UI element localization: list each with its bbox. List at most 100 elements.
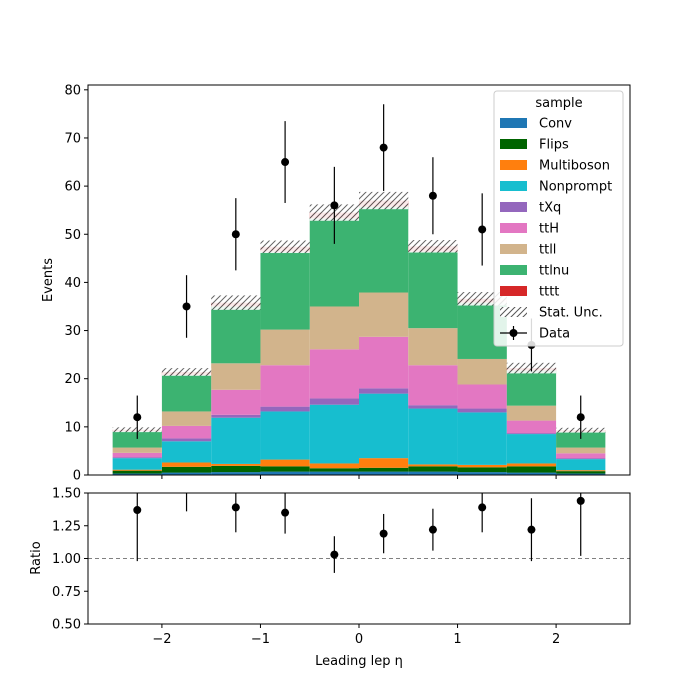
bar-ttll-bin-6 (408, 328, 458, 366)
bar-tth-bin-8 (506, 420, 557, 434)
bar-conv-bin-4 (309, 471, 359, 475)
main-y-tick-label-50: 50 (64, 228, 81, 243)
bar-multiboson-bin-8 (506, 463, 557, 467)
bar-flips-bin-5 (359, 467, 409, 472)
bar-ttlnu-bin-2 (211, 306, 261, 364)
ratio-panel: 0.50 0.75 1.00 1.25 1.50 −2 −1 0 1 2 Ratio Leadi… (29, 480, 631, 669)
main-y-ticks: 0 10 20 30 40 50 60 70 80 (64, 83, 88, 484)
bar-multiboson-bin-7 (457, 464, 507, 468)
bar-conv-bin-8 (506, 472, 557, 475)
data-point-9 (576, 413, 585, 422)
bar-conv-bin-7 (457, 472, 507, 475)
bar-multiboson-bin-5 (359, 458, 409, 468)
legend-swatch-nonprompt (500, 181, 527, 191)
bar-nonprompt-bin-9 (556, 459, 606, 471)
bar-conv-bin-1 (161, 472, 212, 475)
stat-unc-band-bin-6 (408, 240, 458, 253)
data-point-2 (231, 230, 240, 239)
bar-nonprompt-bin-6 (408, 408, 458, 465)
bar-tth-bin-9 (556, 453, 606, 459)
ratio-y-tick-label-0.50: 0.50 (52, 618, 81, 633)
stat-unc-band-bin-3 (260, 240, 310, 254)
bar-nonprompt-bin-4 (309, 404, 359, 464)
bar-txq-bin-5 (359, 388, 409, 394)
x-tick-label--2: −2 (152, 632, 171, 647)
main-y-tick-label-70: 70 (64, 131, 81, 146)
ratio-point-1 (183, 480, 191, 488)
legend-swatch-data-marker (509, 329, 518, 337)
bar-multiboson-bin-9 (556, 470, 606, 472)
legend-swatch-conv (500, 118, 527, 128)
ratio-y-tick-label-0.75: 0.75 (52, 585, 81, 600)
bar-conv-bin-3 (260, 471, 310, 475)
stat-unc-band-bin-2 (211, 295, 261, 310)
x-axis-label: Leading lep η (315, 654, 403, 669)
ratio-y-axis-label: Ratio (29, 541, 44, 574)
main-y-tick-label-30: 30 (64, 324, 81, 339)
legend-label-flips: Flips (539, 138, 569, 153)
bar-ttlnu-bin-5 (359, 206, 409, 293)
main-y-tick-label-10: 10 (64, 420, 81, 435)
data-point-5 (379, 143, 388, 152)
bar-txq-bin-2 (211, 414, 261, 418)
legend-swatch-tttt (500, 286, 527, 296)
main-y-tick-label-20: 20 (64, 372, 81, 387)
bar-tth-bin-2 (211, 389, 261, 415)
data-point-4 (330, 201, 339, 210)
bar-tth-bin-1 (161, 425, 212, 439)
bar-tth-bin-3 (260, 365, 310, 407)
legend-swatch-stat-unc (500, 307, 527, 317)
main-y-tick-label-0: 0 (73, 469, 81, 484)
ratio-y-ticks: 0.50 0.75 1.00 1.25 1.50 (52, 487, 88, 633)
legend: sample Conv Flips Multiboson Nonprompt tXq tt… (493, 90, 624, 347)
data-point-6 (428, 191, 437, 200)
legend-swatch-tth (500, 223, 527, 233)
bar-ttll-bin-9 (556, 447, 606, 454)
bar-multiboson-bin-4 (309, 463, 359, 469)
legend-label-ttlnu: ttlnu (539, 264, 569, 279)
bar-flips-bin-7 (457, 467, 507, 473)
stat-unc-band-bin-5 (359, 191, 409, 210)
bar-txq-bin-8 (506, 433, 557, 435)
legend-label-conv: Conv (539, 117, 572, 132)
main-panel: 0 10 20 30 40 50 60 70 80 Events sample Conv Flip… (41, 83, 631, 484)
legend-label-txq: tXq (539, 201, 561, 216)
stacked-bars (112, 200, 606, 475)
bar-nonprompt-bin-3 (260, 411, 310, 460)
legend-swatch-flips (500, 139, 527, 149)
x-tick-label-0: 0 (355, 632, 363, 647)
main-y-tick-label-60: 60 (64, 180, 81, 195)
legend-label-nonprompt: Nonprompt (539, 180, 612, 195)
legend-label-stat-unc-: Stat. Unc. (539, 306, 603, 321)
legend-label-multiboson: Multiboson (539, 159, 610, 174)
bar-ttll-bin-2 (211, 363, 261, 390)
legend-label-tth: ttH (539, 222, 559, 237)
ratio-point-2 (231, 503, 240, 512)
bar-flips-bin-8 (506, 466, 557, 473)
bar-tth-bin-5 (359, 336, 409, 389)
main-y-tick-label-40: 40 (64, 276, 81, 291)
bar-conv-bin-9 (556, 473, 606, 475)
ratio-point-3 (281, 508, 290, 517)
bar-txq-bin-3 (260, 406, 310, 412)
x-tick-label-1: 1 (453, 632, 461, 647)
legend-swatch-txq (500, 202, 527, 212)
x-tick-label-2: 2 (552, 632, 560, 647)
bar-multiboson-bin-1 (161, 462, 212, 467)
bar-nonprompt-bin-5 (359, 393, 409, 459)
bar-ttll-bin-5 (359, 292, 409, 337)
bar-flips-bin-9 (556, 471, 606, 474)
x-tick-label--1: −1 (251, 632, 270, 647)
bar-ttlnu-bin-8 (506, 370, 557, 406)
ratio-points (133, 480, 585, 573)
bar-flips-bin-1 (161, 466, 212, 473)
bar-multiboson-bin-6 (408, 464, 458, 467)
legend-swatch-ttll (500, 244, 527, 254)
legend-swatch-multiboson (500, 160, 527, 170)
bar-tth-bin-4 (309, 349, 359, 399)
bar-conv-bin-2 (211, 472, 261, 475)
legend-label-data: Data (539, 327, 570, 342)
data-point-3 (281, 158, 290, 167)
bar-ttll-bin-1 (161, 411, 212, 426)
